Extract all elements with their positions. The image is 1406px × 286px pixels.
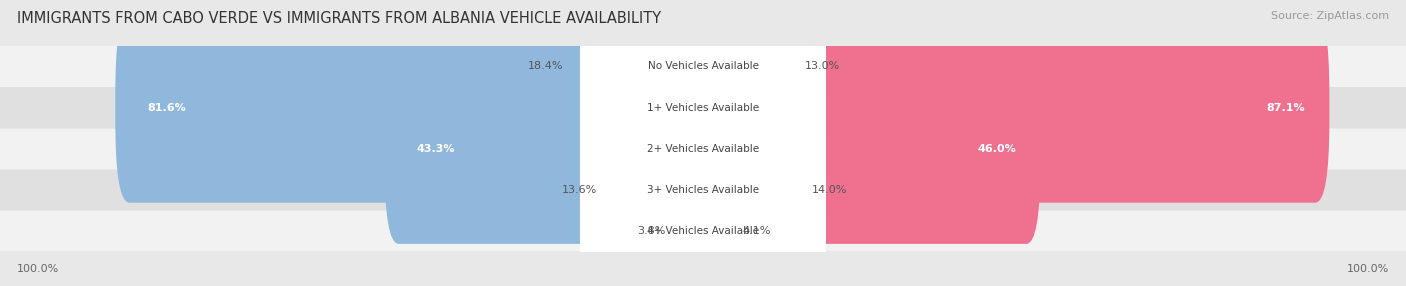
Text: 2+ Vehicles Available: 2+ Vehicles Available bbox=[647, 144, 759, 154]
FancyBboxPatch shape bbox=[689, 95, 815, 285]
FancyBboxPatch shape bbox=[0, 211, 1406, 251]
FancyBboxPatch shape bbox=[385, 53, 717, 244]
FancyBboxPatch shape bbox=[0, 46, 1406, 87]
FancyBboxPatch shape bbox=[581, 35, 827, 262]
Text: 81.6%: 81.6% bbox=[148, 103, 186, 112]
FancyBboxPatch shape bbox=[689, 0, 808, 162]
FancyBboxPatch shape bbox=[593, 95, 717, 285]
Text: 14.0%: 14.0% bbox=[813, 185, 848, 195]
FancyBboxPatch shape bbox=[115, 12, 717, 203]
Text: IMMIGRANTS FROM CABO VERDE VS IMMIGRANTS FROM ALBANIA VEHICLE AVAILABILITY: IMMIGRANTS FROM CABO VERDE VS IMMIGRANTS… bbox=[17, 11, 661, 26]
Text: No Vehicles Available: No Vehicles Available bbox=[648, 61, 758, 71]
Text: Source: ZipAtlas.com: Source: ZipAtlas.com bbox=[1271, 11, 1389, 21]
FancyBboxPatch shape bbox=[662, 136, 717, 286]
FancyBboxPatch shape bbox=[560, 0, 717, 162]
Text: 3.8%: 3.8% bbox=[637, 226, 666, 236]
Text: 1+ Vehicles Available: 1+ Vehicles Available bbox=[647, 103, 759, 112]
FancyBboxPatch shape bbox=[581, 0, 827, 221]
Text: 46.0%: 46.0% bbox=[977, 144, 1015, 154]
FancyBboxPatch shape bbox=[581, 76, 827, 286]
Text: 3+ Vehicles Available: 3+ Vehicles Available bbox=[647, 185, 759, 195]
Text: 13.6%: 13.6% bbox=[561, 185, 596, 195]
Text: 100.0%: 100.0% bbox=[17, 264, 59, 274]
Text: 100.0%: 100.0% bbox=[1347, 264, 1389, 274]
FancyBboxPatch shape bbox=[689, 136, 747, 286]
Text: 4.1%: 4.1% bbox=[742, 226, 770, 236]
Text: 18.4%: 18.4% bbox=[527, 61, 564, 71]
FancyBboxPatch shape bbox=[581, 118, 827, 286]
FancyBboxPatch shape bbox=[689, 12, 1330, 203]
FancyBboxPatch shape bbox=[689, 53, 1040, 244]
FancyBboxPatch shape bbox=[581, 0, 827, 180]
FancyBboxPatch shape bbox=[0, 170, 1406, 210]
FancyBboxPatch shape bbox=[0, 128, 1406, 169]
Text: 4+ Vehicles Available: 4+ Vehicles Available bbox=[647, 226, 759, 236]
Text: 13.0%: 13.0% bbox=[804, 61, 841, 71]
Text: 43.3%: 43.3% bbox=[416, 144, 454, 154]
Text: 87.1%: 87.1% bbox=[1267, 103, 1305, 112]
FancyBboxPatch shape bbox=[0, 87, 1406, 128]
